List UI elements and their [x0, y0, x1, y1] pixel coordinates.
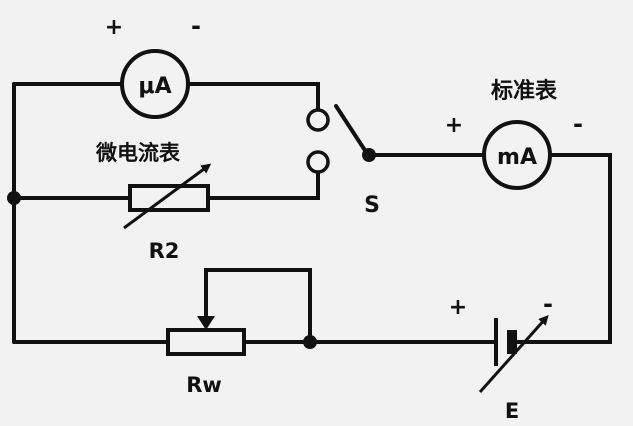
source-minus-sign: -: [543, 290, 553, 318]
micro-ammeter-symbol: μA: [138, 74, 171, 99]
switch-blade: [334, 104, 370, 157]
rheostat-rw: [166, 316, 246, 356]
top-right-wire: [188, 82, 320, 112]
source-e: [478, 315, 549, 393]
switch-pivot: [362, 148, 376, 162]
rw-label: Rw: [186, 373, 222, 397]
junction-left: [7, 191, 21, 205]
rw-slider-arrow: [197, 316, 215, 330]
micro-ammeter: μA: [120, 49, 190, 119]
switch-label: S: [364, 193, 380, 218]
rheostat-loop-wire: [204, 268, 312, 344]
standard-meter-label: 标准表: [491, 78, 558, 104]
resistor-r2: [123, 163, 212, 230]
micro-ammeter-label: 微电流表: [95, 141, 181, 165]
rw-body: [166, 328, 246, 356]
standard-meter-symbol: mA: [497, 145, 537, 170]
source-adjust-arrow: [478, 315, 549, 393]
source-plus-sign: +: [449, 295, 467, 320]
r2-label: R2: [149, 239, 180, 263]
source-label: E: [505, 399, 519, 423]
micro-plus-sign: +: [105, 15, 123, 40]
r2-right-wire: [206, 170, 320, 200]
wires: [12, 82, 612, 344]
junction-bottom: [303, 335, 317, 349]
standard-minus-sign: -: [573, 110, 583, 138]
r2-body: [128, 184, 210, 212]
micro-ammeter-circle: [120, 49, 190, 119]
micro-minus-sign: -: [191, 12, 201, 40]
standard-meter: mA: [482, 120, 552, 190]
standard-meter-circle: [482, 120, 552, 190]
r2-adjust-arrow: [123, 163, 212, 230]
standard-plus-sign: +: [445, 113, 463, 138]
switch-contact-bottom: [306, 150, 330, 174]
switch-contact-top: [306, 108, 330, 132]
switch: [306, 104, 376, 174]
right-wire: [544, 153, 612, 344]
